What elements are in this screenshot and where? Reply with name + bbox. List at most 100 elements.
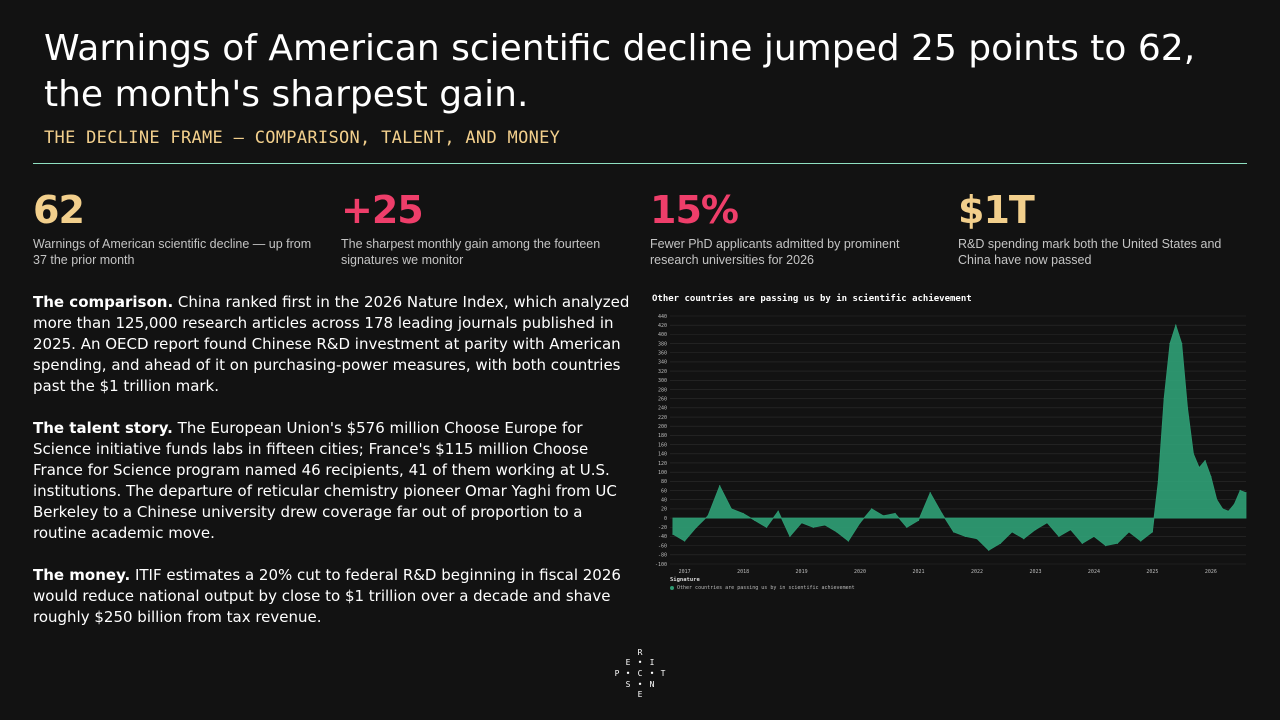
y-tick-label: 20 xyxy=(661,507,667,513)
data-point xyxy=(1181,343,1183,345)
data-point xyxy=(1070,529,1072,531)
stat-description: Fewer PhD applicants admitted by promine… xyxy=(650,237,900,267)
data-point xyxy=(1105,545,1107,547)
x-tick-label: 2025 xyxy=(1146,569,1158,575)
data-point xyxy=(1151,531,1153,533)
stat-value: $1T xyxy=(958,188,1035,232)
paragraph-talent: The talent story. The European Union's $… xyxy=(33,418,633,544)
paragraph-text: ITIF estimates a 20% cut to federal R&D … xyxy=(33,566,621,626)
data-point xyxy=(941,512,943,515)
paragraph-lead: The money. xyxy=(33,566,131,584)
stat-card-gain: +25 The sharpest monthly gain among the … xyxy=(341,188,631,268)
page-subtitle: THE DECLINE FRAME — COMPARISON, TALENT, … xyxy=(44,128,561,148)
logo-letter: P xyxy=(614,669,620,678)
paragraph-text: China ranked first in the 2026 Nature In… xyxy=(33,293,630,395)
logo-dot: • xyxy=(625,669,631,678)
y-tick-label: -100 xyxy=(655,562,667,568)
stat-description: R&D spending mark both the United States… xyxy=(958,237,1222,267)
y-tick-label: 380 xyxy=(658,341,667,347)
logo-letter: S xyxy=(625,680,631,689)
paragraph-lead: The comparison. xyxy=(33,293,174,311)
data-point xyxy=(871,508,873,510)
logo-letter: R xyxy=(637,648,643,657)
y-tick-label: 140 xyxy=(658,452,667,458)
data-point xyxy=(719,485,721,487)
data-point xyxy=(1023,538,1025,540)
data-point xyxy=(1011,531,1013,533)
data-point xyxy=(976,538,978,540)
paragraph-lead: The talent story. xyxy=(33,419,173,437)
legend-swatch xyxy=(670,586,674,590)
data-point xyxy=(929,492,931,494)
header-divider xyxy=(33,163,1247,164)
data-point xyxy=(999,542,1001,544)
article-body: The comparison. China ranked first in th… xyxy=(33,292,633,649)
y-tick-label: 360 xyxy=(658,351,667,357)
stat-description: The sharpest monthly gain among the four… xyxy=(341,237,601,267)
data-point xyxy=(1175,324,1177,326)
data-point xyxy=(1140,540,1142,542)
data-point xyxy=(765,526,768,528)
data-point xyxy=(1192,453,1194,455)
data-point xyxy=(917,519,920,521)
x-tick-label: 2026 xyxy=(1205,569,1217,575)
stat-value: 15% xyxy=(650,188,739,232)
data-point xyxy=(1157,480,1159,482)
x-tick-label: 2020 xyxy=(854,569,866,575)
y-tick-label: 160 xyxy=(658,442,667,448)
y-tick-label: 100 xyxy=(658,470,667,476)
y-tick-label: 0 xyxy=(664,516,667,522)
legend-label: Other countries are passing us by in sci… xyxy=(677,585,855,591)
logo-letter: E xyxy=(637,690,643,699)
stat-card-phd: 15% Fewer PhD applicants admitted by pro… xyxy=(650,188,940,268)
logo-letter: T xyxy=(660,669,666,678)
stat-value: 62 xyxy=(33,188,85,232)
data-point xyxy=(742,512,744,515)
data-point xyxy=(836,531,838,533)
y-tick-label: -80 xyxy=(658,553,667,559)
data-point xyxy=(859,522,861,524)
data-point xyxy=(953,531,955,533)
data-point xyxy=(882,515,884,517)
brand-logo: R E • I P • C • T S • N E xyxy=(612,648,668,702)
stat-value: +25 xyxy=(341,188,424,232)
data-point xyxy=(906,526,908,528)
data-point xyxy=(1093,535,1095,537)
data-point xyxy=(1046,522,1048,524)
y-tick-label: 440 xyxy=(658,314,667,320)
data-point xyxy=(1227,510,1230,512)
data-point xyxy=(754,519,756,521)
y-tick-label: 260 xyxy=(658,396,667,402)
data-point xyxy=(1239,489,1241,492)
y-tick-label: 220 xyxy=(658,415,667,421)
data-point xyxy=(1245,492,1247,494)
logo-letter: N xyxy=(649,680,655,689)
data-point xyxy=(1034,529,1037,531)
stat-card-rnd: $1T R&D spending mark both the United St… xyxy=(958,188,1248,268)
y-tick-label: -60 xyxy=(658,543,667,549)
y-tick-label: 280 xyxy=(658,387,667,393)
chart-title: Other countries are passing us by in sci… xyxy=(652,294,972,304)
y-tick-label: 120 xyxy=(658,461,667,467)
logo-dot: • xyxy=(637,680,643,689)
x-tick-label: 2019 xyxy=(796,569,808,575)
y-tick-label: -20 xyxy=(658,525,667,531)
x-tick-label: 2018 xyxy=(737,569,749,575)
data-point xyxy=(824,524,826,526)
legend-title: Signature xyxy=(670,577,700,583)
y-tick-label: 340 xyxy=(658,360,667,366)
y-tick-label: 400 xyxy=(658,332,667,338)
logo-letter: E xyxy=(625,658,631,667)
data-point xyxy=(730,508,732,510)
data-point xyxy=(1163,398,1165,400)
data-point xyxy=(789,535,791,537)
stat-description: Warnings of American scientific decline … xyxy=(33,237,312,267)
data-point xyxy=(1169,343,1171,345)
logo-letter: I xyxy=(649,658,655,667)
data-point xyxy=(894,512,896,515)
data-point xyxy=(1198,467,1200,469)
paragraph-text: The European Union's $576 million Choose… xyxy=(33,419,617,542)
data-point xyxy=(1222,508,1224,510)
y-tick-label: 40 xyxy=(661,498,667,504)
x-tick-label: 2023 xyxy=(1029,569,1041,575)
